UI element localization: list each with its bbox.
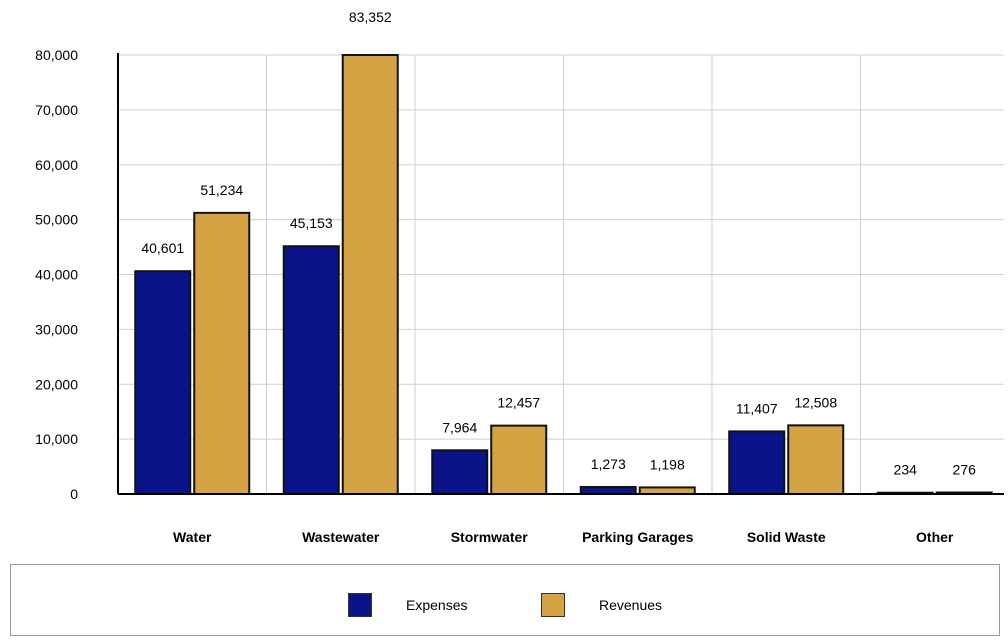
data-label: 276 bbox=[953, 461, 977, 477]
data-labels: 40,601 51,234 45,153 83,352 7,964 12,457 1,273… bbox=[141, 9, 976, 478]
y-tick-label: 60,000 bbox=[35, 157, 78, 173]
data-label: 11,407 bbox=[736, 400, 778, 416]
bar-chart: 0 10,000 20,000 30,000 40,000 50,000 60,000 70,… bbox=[35, 9, 1004, 545]
y-tick-label: 20,000 bbox=[35, 376, 78, 392]
x-category-label: Wastewater bbox=[302, 529, 380, 545]
y-axis-tick-labels: 0 10,000 20,000 30,000 40,000 50,000 60,000 70,… bbox=[35, 47, 78, 502]
legend-item-expenses: Expenses bbox=[348, 593, 467, 617]
axes bbox=[117, 53, 1004, 495]
y-tick-label: 30,000 bbox=[35, 321, 78, 337]
y-tick-label: 70,000 bbox=[35, 102, 78, 118]
bar-revenues-solid-waste bbox=[787, 424, 845, 495]
bar-expenses-water bbox=[134, 270, 192, 496]
y-tick-label: 80,000 bbox=[35, 47, 78, 63]
y-tick-label: 50,000 bbox=[35, 212, 78, 228]
x-category-label: Other bbox=[916, 529, 954, 545]
legend-swatch-revenues bbox=[541, 593, 565, 617]
legend: Expenses Revenues bbox=[10, 564, 1000, 636]
legend-item-revenues: Revenues bbox=[541, 593, 662, 617]
bar-expenses-solid-waste bbox=[728, 430, 786, 495]
bar-revenues-wastewater bbox=[341, 54, 399, 495]
x-category-label: Solid Waste bbox=[747, 529, 826, 545]
y-tick-label: 40,000 bbox=[35, 267, 78, 283]
bar-revenues-stormwater bbox=[490, 424, 548, 495]
gridlines bbox=[118, 54, 1004, 495]
bar-revenues-water bbox=[193, 211, 251, 495]
data-label: 1,273 bbox=[591, 456, 626, 472]
bar-expenses-parking-garages bbox=[579, 486, 637, 495]
data-label: 40,601 bbox=[141, 240, 184, 256]
data-label: 45,153 bbox=[290, 215, 333, 231]
x-axis-category-labels: Water Wastewater Stormwater Parking Garages… bbox=[173, 529, 954, 545]
bars bbox=[134, 54, 993, 496]
data-label: 234 bbox=[894, 462, 918, 478]
data-label: 12,508 bbox=[794, 394, 837, 410]
bar-expenses-stormwater bbox=[431, 449, 489, 495]
legend-label-expenses: Expenses bbox=[406, 597, 468, 613]
bar-expenses-wastewater bbox=[282, 245, 340, 495]
y-tick-label: 10,000 bbox=[35, 431, 78, 447]
data-label: 51,234 bbox=[200, 182, 243, 198]
data-label: 83,352 bbox=[349, 9, 392, 25]
data-label: 7,964 bbox=[442, 419, 477, 435]
x-category-label: Water bbox=[173, 529, 212, 545]
x-category-label: Parking Garages bbox=[582, 529, 693, 545]
legend-swatch-expenses bbox=[348, 593, 372, 617]
x-category-label: Stormwater bbox=[451, 529, 529, 545]
data-label: 12,457 bbox=[497, 395, 540, 411]
data-label: 1,198 bbox=[650, 456, 685, 472]
legend-label-revenues: Revenues bbox=[599, 597, 663, 613]
y-tick-label: 0 bbox=[70, 486, 78, 502]
